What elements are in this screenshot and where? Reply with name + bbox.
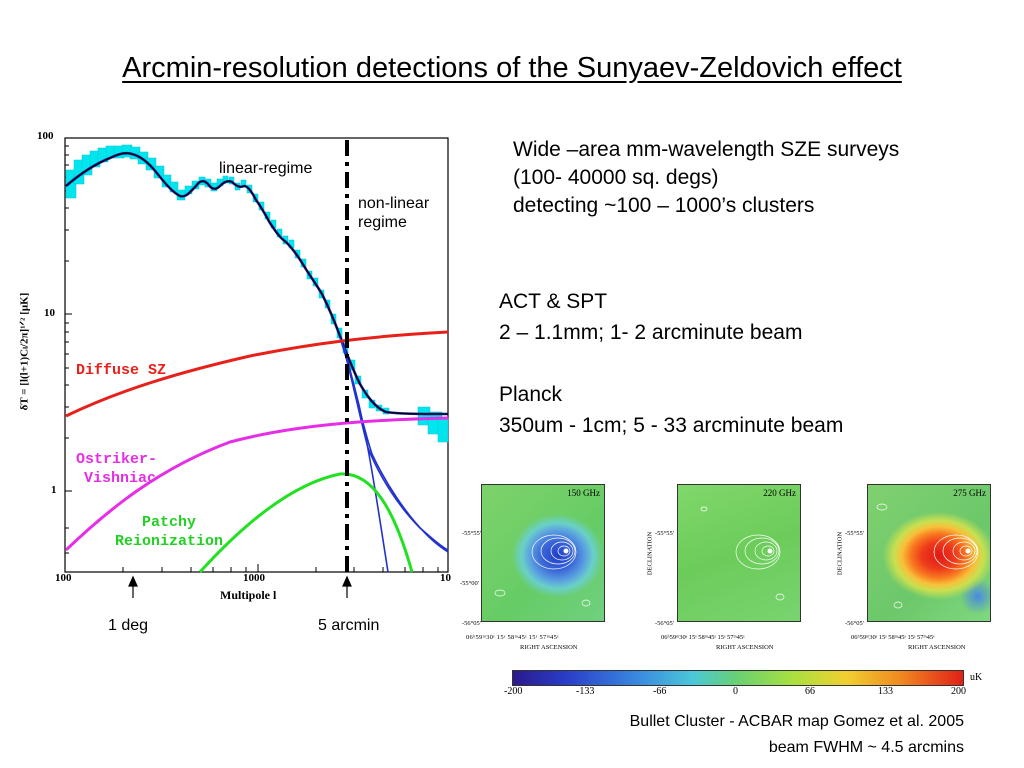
ostriker-vishniac-curve xyxy=(64,416,449,552)
act-spt-label: ACT & SPT xyxy=(499,290,608,313)
map-150ghz-contours xyxy=(494,534,591,607)
one-deg-label: 1 deg xyxy=(108,617,149,634)
cb-tick-6: 133 xyxy=(878,686,893,697)
ostriker-vishniac-label: Ostriker- Vishniac xyxy=(76,450,157,488)
survey-description: Wide –area mm-wavelength SZE surveys (10… xyxy=(513,136,899,220)
map3-ra-label: RIGHT ASCENSION xyxy=(908,644,966,651)
power-spectrum-svg xyxy=(64,137,449,604)
map-275ghz-freq: 275 GHz xyxy=(953,488,986,498)
map2-dec-tick-a: -55°55' xyxy=(655,530,674,537)
data-points xyxy=(65,144,449,443)
survey-line-1: Wide –area mm-wavelength SZE surveys xyxy=(513,138,900,161)
experiments-description: ACT & SPT 2 – 1.1mm; 1- 2 arcminute beam… xyxy=(499,286,843,441)
survey-line-3: detecting ~100 – 1000’s clusters xyxy=(513,194,815,217)
caption-line-2: beam FWHM ~ 4.5 arcmins xyxy=(768,739,964,756)
cb-tick-7: 200 xyxy=(951,686,966,697)
spacer xyxy=(499,348,843,379)
map3-ra-ticks: 06ʰ59ᵐ30ˢ 15ˢ 58ᵐ45ˢ 15ˢ 57ᵐ45ˢ xyxy=(851,634,935,641)
patchy-reionization-label: Patchy Reionization xyxy=(115,513,223,551)
x-tick-1000: 1000 xyxy=(243,572,265,584)
map3-dec-tick-a: -55°55' xyxy=(845,530,864,537)
colorbar-unit: uK xyxy=(970,672,983,683)
map2-ra-label: RIGHT ASCENSION xyxy=(716,644,774,651)
colorbar-ticks: -200 -133 -66 0 66 133 200 xyxy=(500,686,980,700)
ostriker-line-2: Vishniac xyxy=(84,470,157,487)
y-tick-1: 1 xyxy=(51,484,57,496)
act-spt-specs: 2 – 1.1mm; 1- 2 arcminute beam xyxy=(499,321,803,344)
nonlinear-line-2: regime xyxy=(358,214,407,231)
survey-line-2: (100- 40000 sq. degs) xyxy=(513,166,719,189)
x-tick-100: 100 xyxy=(55,572,72,584)
map2-ra-ticks: 06ʰ59ᵐ30ˢ 15ˢ 58ᵐ45ˢ 15ˢ 57ᵐ45ˢ xyxy=(661,634,745,641)
scale-arrows xyxy=(128,575,352,604)
map1-ra-label: RIGHT ASCENSION xyxy=(520,644,578,651)
slide-title: Arcmin-resolution detections of the Suny… xyxy=(122,52,902,84)
map2-dec-tick-c: -56°05' xyxy=(655,620,674,627)
y-axis-label: δT = [l(l+1)Cₗ/2π]¹ᐟ² [μK] xyxy=(18,292,31,411)
map1-dec-tick-a: -55°55' xyxy=(462,530,481,537)
x-ticks xyxy=(122,564,439,572)
colorbar xyxy=(512,670,964,686)
map1-dec-tick-b: -55°00' xyxy=(460,580,479,587)
damping-tail-curves xyxy=(339,337,449,573)
cmb-spectrum-overlay xyxy=(65,152,449,415)
patchy-line-2: Reionization xyxy=(115,533,224,550)
map-220ghz: 220 GHz xyxy=(677,484,801,622)
nonlinear-regime-label: non-linear regime xyxy=(358,194,429,232)
diffuse-sz-label: Diffuse SZ xyxy=(76,362,167,379)
map-275ghz-contours xyxy=(876,503,979,609)
figure-caption: Bullet Cluster - ACBAR map Gomez et al. … xyxy=(480,709,964,761)
patchy-line-1: Patchy xyxy=(142,514,197,531)
y-minor-ticks xyxy=(65,137,72,554)
cb-tick-3: -66 xyxy=(653,686,667,697)
planck-specs: 350um - 1cm; 5 - 33 arcminute beam xyxy=(499,414,844,437)
map-275ghz: 275 GHz xyxy=(867,484,991,622)
diffuse-sz-curve xyxy=(65,330,449,418)
map3-dec-tick-c: -56°05' xyxy=(845,620,864,627)
map3-dec-label: DECLINATION xyxy=(836,531,844,576)
nonlinear-line-1: non-linear xyxy=(358,195,430,212)
ostriker-line-1: Ostriker- xyxy=(76,451,158,468)
map2-dec-label: DECLINATION xyxy=(646,531,654,576)
map-220ghz-contours xyxy=(700,506,785,601)
cb-tick-4: 0 xyxy=(733,686,738,697)
y-tick-100: 100 xyxy=(37,130,54,142)
patchy-reionization-curve xyxy=(198,472,414,574)
plot-frame xyxy=(64,137,449,573)
map-150ghz-freq: 150 GHz xyxy=(567,488,600,498)
cb-tick-1: -200 xyxy=(504,686,523,697)
cb-tick-5: 66 xyxy=(805,686,815,697)
map1-dec-tick-c: -56°05' xyxy=(462,620,481,627)
y-tick-10: 10 xyxy=(44,307,55,319)
x-tick-10000: 10 xyxy=(440,572,451,584)
map-220ghz-freq: 220 GHz xyxy=(763,488,796,498)
x-axis-label: Multipole l xyxy=(220,588,277,602)
cb-tick-2: -133 xyxy=(576,686,595,697)
linear-regime-label: linear-regime xyxy=(219,160,313,177)
power-spectrum-plot xyxy=(0,128,460,604)
caption-line-1: Bullet Cluster - ACBAR map Gomez et al. … xyxy=(629,713,964,730)
five-arcmin-label: 5 arcmin xyxy=(318,617,380,634)
map1-ra-ticks: 06ʰ59ᵐ30ˢ 15ˢ 58ᵐ45ˢ 15ˢ 57ᵐ45ˢ xyxy=(466,634,559,641)
map-150ghz: 150 GHz xyxy=(481,484,605,622)
planck-label: Planck xyxy=(499,383,563,406)
